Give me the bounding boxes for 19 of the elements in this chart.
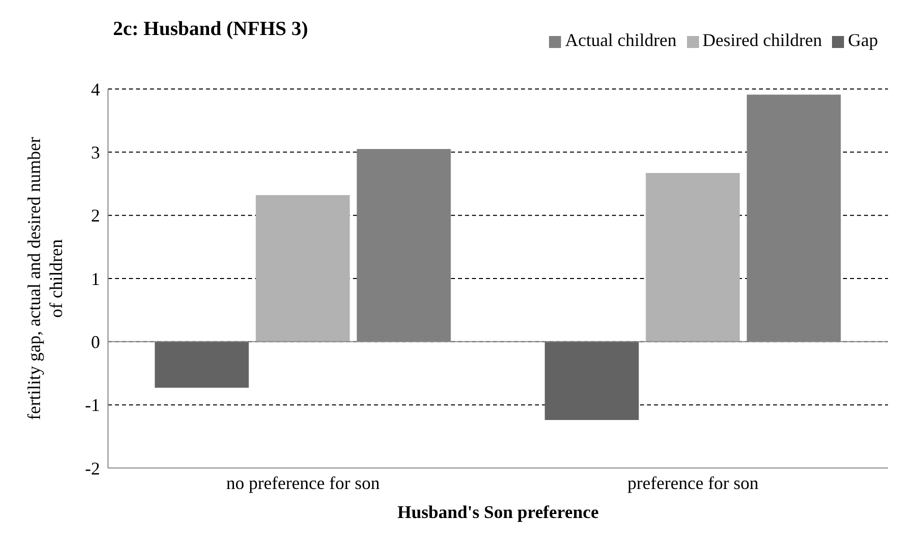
y-tick-label: 0 (91, 332, 100, 352)
y-tick-label: 2 (91, 206, 100, 226)
bar (646, 173, 740, 342)
bar (256, 195, 350, 342)
bar (544, 342, 639, 420)
y-tick-label: 1 (91, 268, 100, 289)
y-tick-label: 4 (91, 79, 100, 100)
y-tick-label: -2 (85, 458, 100, 478)
legend-label: Gap (848, 30, 878, 50)
legend-label: Actual children (565, 30, 677, 50)
chart-title: 2c: Husband (NFHS 3) (113, 18, 308, 41)
y-tick-label: -1 (85, 395, 100, 416)
x-tick-label: preference for son (628, 472, 758, 493)
y-axis-title: fertility gap, actual and desired number of children (24, 137, 66, 420)
bar (154, 342, 249, 388)
y-tick-label: 3 (91, 142, 100, 163)
legend-label: Desired children (702, 30, 822, 50)
x-tick-label: no preference for son (226, 472, 380, 493)
x-axis-title: Husband's Son preference (397, 502, 599, 522)
